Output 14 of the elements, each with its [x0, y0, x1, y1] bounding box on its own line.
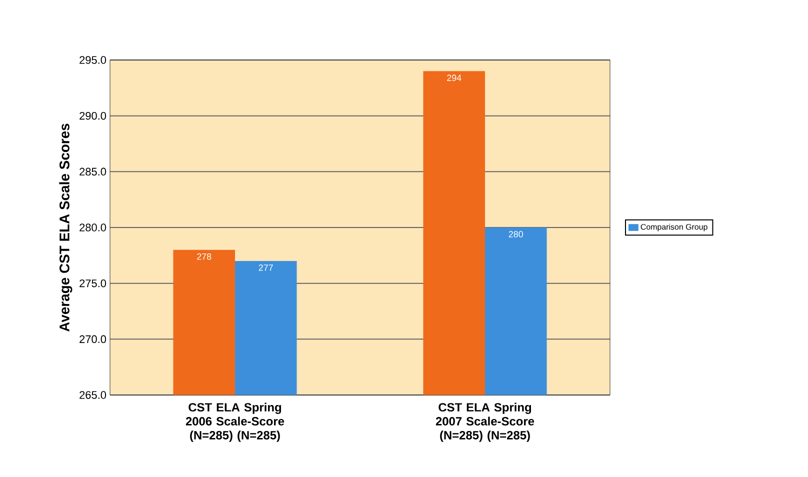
y-tick-label: 270.0 [80, 335, 106, 344]
y-tick-label: 285.0 [80, 168, 106, 176]
x-tick-label: CST ELA Spring 2007 Scale-Score (N=285) (N=285) [436, 402, 534, 442]
data-label: 280 [508, 231, 524, 238]
y-tick-label: 295.0 [80, 56, 106, 64]
y-axis-title: Average CST ELA Scale Scores [59, 124, 72, 332]
y-tick-label: 280.0 [80, 224, 106, 232]
y-tick-label: 290.0 [80, 112, 106, 120]
data-label: 277 [258, 264, 273, 271]
data-label: 278 [197, 253, 212, 260]
x-tick-label: CST ELA Spring 2006 Scale-Score (N=285) (N=285) [186, 402, 284, 442]
data-label: 294 [447, 74, 462, 82]
y-tick-label: 275.0 [80, 279, 106, 288]
y-tick-label: 265.0 [80, 391, 106, 399]
